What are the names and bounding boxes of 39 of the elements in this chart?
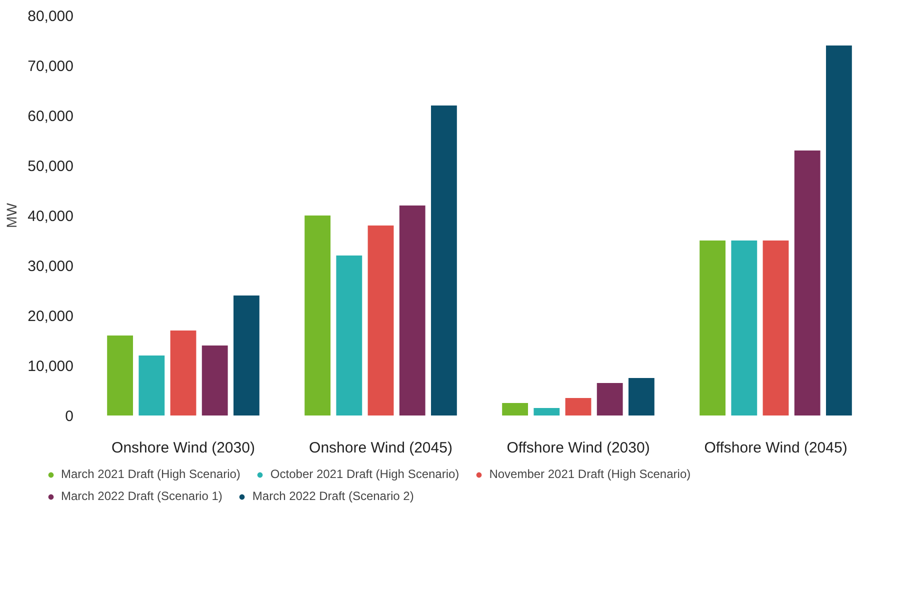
y-tick-label: 50,000 <box>28 158 74 175</box>
bar <box>138 356 165 416</box>
bar <box>336 256 362 416</box>
bar <box>202 346 228 416</box>
y-tick-label: 0 <box>65 408 74 425</box>
y-tick-label: 30,000 <box>28 258 74 275</box>
x-tick-label: Onshore Wind (2030) <box>112 440 255 456</box>
legend-label: October 2021 Draft (High Scenario) <box>270 467 460 481</box>
bar <box>502 403 528 416</box>
bar <box>794 150 820 416</box>
x-tick-label: Onshore Wind (2045) <box>309 440 452 456</box>
legend-label: March 2022 Draft (Scenario 2) <box>252 489 414 503</box>
y-tick-label: 40,000 <box>28 208 74 225</box>
bar <box>534 408 560 416</box>
x-tick-label: Offshore Wind (2030) <box>506 440 650 456</box>
bar <box>596 383 623 416</box>
legend-label: November 2021 Draft (High Scenario) <box>489 467 691 481</box>
legend-label: March 2022 Draft (Scenario 1) <box>61 489 222 503</box>
y-tick-label: 60,000 <box>28 108 74 125</box>
bar <box>368 226 394 416</box>
bar <box>826 46 852 416</box>
bar <box>731 240 758 416</box>
bar <box>170 330 196 416</box>
bar <box>304 216 331 416</box>
bar <box>399 206 426 416</box>
y-tick-label: 70,000 <box>28 58 74 75</box>
bar <box>233 296 260 416</box>
y-axis-title: MW <box>4 202 20 228</box>
bar <box>700 240 726 416</box>
bar <box>430 106 457 416</box>
y-tick-label: 20,000 <box>28 308 74 325</box>
bar <box>565 398 592 416</box>
legend-label: March 2021 Draft (High Scenario) <box>61 467 240 481</box>
bar <box>628 378 654 416</box>
x-tick-label: Offshore Wind (2045) <box>704 440 848 456</box>
bar <box>107 336 134 416</box>
y-tick-label: 10,000 <box>28 358 74 375</box>
bar <box>762 240 789 416</box>
y-tick-label: 80,000 <box>28 8 74 25</box>
